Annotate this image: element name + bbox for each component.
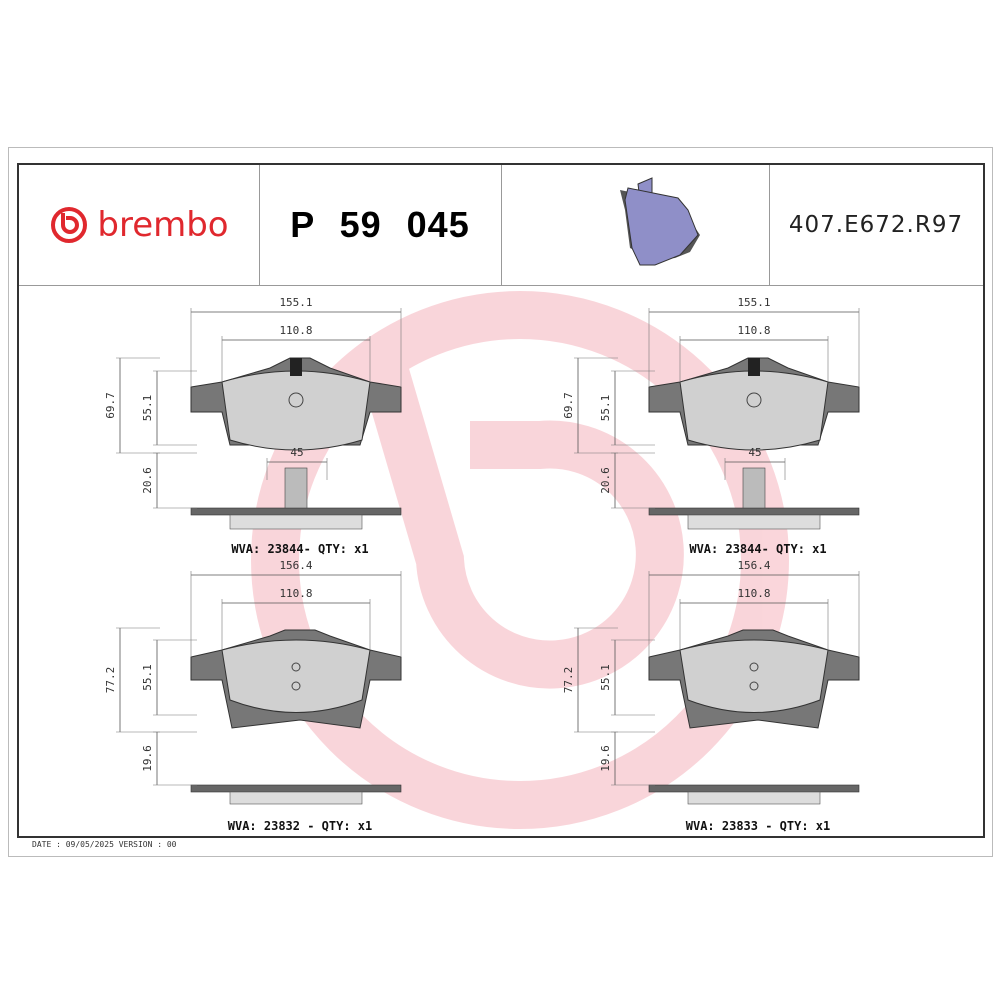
brembo-watermark-icon	[251, 291, 789, 829]
brembo-logo-icon	[51, 207, 88, 243]
hole	[291, 662, 301, 672]
sensor-clip	[748, 358, 760, 376]
hole	[749, 662, 759, 672]
dimension-value: 156.4	[737, 559, 770, 572]
dimension-value: 20.6	[599, 467, 612, 494]
dimension-value: 19.6	[599, 745, 612, 772]
wva-qty-label: WVA: 23844- QTY: x1	[231, 542, 368, 556]
pad-drawing-1: 155.1 110.8 69.7 55.1 20.6 45 WVA: 23844- QTY:…	[104, 296, 402, 556]
pad-drawing-2: 155.1 110.8 69.7 55.1 20.6 45 WVA: 23844- QTY:…	[562, 296, 860, 556]
wva-qty-label: WVA: 23833 - QTY: x1	[686, 819, 831, 833]
dimension-value: 45	[290, 446, 303, 459]
side-backplate	[648, 784, 860, 793]
friction-material	[221, 370, 371, 451]
header-divider	[19, 285, 983, 286]
wear-sensor	[742, 467, 766, 509]
hole	[749, 681, 759, 691]
dimension-value: 55.1	[599, 664, 612, 691]
dimension-value: 20.6	[141, 467, 154, 494]
wva-qty-label: WVA: 23844- QTY: x1	[689, 542, 826, 556]
dimension-value: 156.4	[279, 559, 312, 572]
friction-material	[221, 639, 371, 713]
side-backplate	[190, 507, 402, 516]
dimension-value: 77.2	[562, 667, 575, 694]
side-backplate	[648, 507, 860, 516]
logo-cell: brembo	[19, 165, 260, 285]
sensor-clip	[290, 358, 302, 376]
drawings-canvas: 155.1 110.8 69.7 55.1 20.6 45 WVA: 23844- QTY:…	[104, 291, 860, 833]
side-friction	[687, 514, 821, 530]
side-backplate	[190, 784, 402, 793]
pad-drawing-4: 156.4 110.8 77.2 55.1 19.6 WVA: 23833 - QTY: …	[562, 559, 860, 833]
friction-material	[679, 370, 829, 451]
thumbnail-cell	[501, 165, 770, 285]
hole	[291, 681, 301, 691]
dimension-value: 19.6	[141, 745, 154, 772]
sheet-frame	[8, 147, 993, 857]
brand-logo-text: brembo	[97, 205, 229, 245]
dimension-value: 55.1	[599, 395, 612, 422]
dimension-value: 110.8	[737, 324, 770, 337]
dimension-value: 77.2	[104, 667, 117, 694]
reference-cell: 407.E672.R97	[769, 165, 983, 285]
part-number-cell: P 59 045	[259, 165, 502, 285]
side-friction	[229, 514, 363, 530]
sensor-mount	[288, 392, 304, 408]
wva-qty-label: WVA: 23832 - QTY: x1	[228, 819, 373, 833]
side-friction	[687, 791, 821, 805]
side-friction	[229, 791, 363, 805]
dimension-value: 110.8	[279, 324, 312, 337]
drawing-sheet: brembo P 59 045 407.E672.R97	[17, 163, 985, 838]
dimension-value: 69.7	[562, 392, 575, 419]
dimension-value: 155.1	[279, 296, 312, 309]
dimension-value: 155.1	[737, 296, 770, 309]
brake-pad-thumbnail	[620, 177, 700, 266]
dimension-value: 55.1	[141, 664, 154, 691]
dimension-value: 45	[748, 446, 761, 459]
pad-drawing-3: 156.4 110.8 77.2 55.1 19.6 WVA: 23832 - QTY: …	[104, 559, 402, 833]
reference-code: 407.E672.R97	[788, 212, 964, 238]
sensor-mount	[746, 392, 762, 408]
dimension-value: 110.8	[279, 587, 312, 600]
part-number: P 59 045	[290, 204, 470, 245]
dimension-value: 110.8	[737, 587, 770, 600]
dimension-value: 69.7	[104, 392, 117, 419]
wear-sensor	[284, 467, 308, 509]
footer-date-version: DATE : 09/05/2025 VERSION : 00	[32, 840, 177, 849]
dimension-value: 55.1	[141, 395, 154, 422]
friction-material	[679, 639, 829, 713]
